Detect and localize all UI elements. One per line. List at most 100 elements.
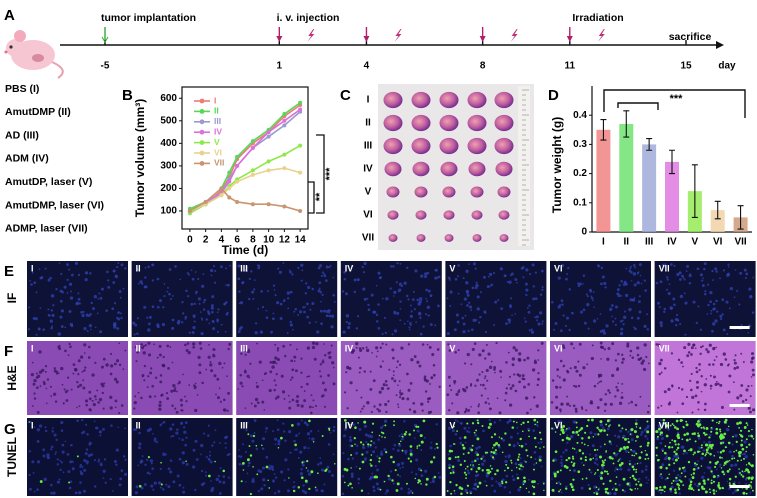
cell-dot	[580, 406, 584, 409]
cell-dot	[740, 352, 743, 355]
panel-label: F	[4, 343, 13, 360]
cell-dot	[751, 356, 755, 360]
tunel-dot	[676, 435, 679, 437]
cell-dot	[72, 372, 75, 375]
tunel-dot	[467, 451, 470, 455]
cell-dot	[611, 373, 615, 378]
cell-dot	[414, 269, 418, 273]
tunel-dot	[630, 428, 634, 431]
micrograph-background	[27, 341, 128, 415]
cell-dot	[564, 429, 567, 432]
cell-dot	[709, 300, 712, 304]
cell-dot	[734, 354, 737, 357]
tunel-dot	[559, 489, 562, 491]
cell-dot	[495, 480, 498, 483]
irradiation-bolt	[510, 29, 518, 42]
tunel-dot	[367, 443, 370, 446]
tunel-dot	[362, 443, 365, 446]
cell-dot	[424, 272, 428, 276]
cell-dot	[372, 441, 376, 445]
cell-dot	[456, 411, 460, 415]
cell-dot	[614, 305, 618, 309]
cell-dot	[68, 268, 71, 271]
tunel-dot	[658, 427, 661, 431]
tunel-dot	[592, 457, 594, 460]
cell-dot	[509, 435, 513, 439]
cell-dot	[668, 283, 671, 286]
cell-dot	[69, 480, 73, 484]
bar	[642, 144, 657, 232]
tunel-dot	[646, 420, 649, 423]
cell-dot	[190, 269, 193, 272]
tunel-dot	[519, 437, 522, 441]
cell-dot	[254, 322, 258, 325]
tunel-dot	[448, 449, 452, 453]
cell-dot	[308, 437, 311, 440]
cell-dot	[488, 365, 493, 370]
cell-dot	[527, 310, 531, 314]
cell-dot	[596, 463, 599, 466]
cell-dot	[158, 400, 162, 404]
cell-dot	[680, 388, 684, 391]
cell-dot	[691, 395, 695, 399]
cell-dot	[425, 288, 428, 292]
cell-dot	[219, 467, 222, 470]
cell-dot	[353, 278, 357, 282]
cell-dot	[299, 472, 304, 476]
cell-dot	[306, 302, 309, 306]
cell-dot	[524, 293, 527, 296]
tunel-dot	[413, 429, 416, 432]
cell-dot	[680, 361, 683, 364]
cell-dot	[301, 489, 305, 493]
cell-dot	[406, 397, 410, 401]
cell-dot	[136, 317, 139, 320]
cell-dot	[619, 331, 624, 336]
cell-dot	[416, 298, 420, 302]
tunel-dot	[256, 473, 259, 476]
cell-dot	[666, 276, 669, 279]
cell-dot	[523, 385, 526, 389]
cell-dot	[117, 317, 121, 321]
cell-dot	[176, 428, 179, 431]
cell-dot	[640, 430, 644, 434]
cell-dot	[269, 370, 273, 374]
cell-dot	[475, 281, 478, 284]
micrograph-label: III	[240, 263, 248, 273]
cell-dot	[505, 361, 508, 364]
cell-dot	[287, 307, 290, 310]
bar	[710, 210, 725, 232]
tunel-dot	[712, 475, 716, 479]
cell-dot	[122, 455, 126, 458]
cell-dot	[270, 465, 274, 469]
tunel-dot	[718, 420, 721, 423]
cell-dot	[42, 328, 46, 331]
cell-dot	[42, 448, 46, 452]
group-label: PBS (I)	[5, 83, 39, 95]
cell-dot	[534, 359, 537, 362]
cell-dot	[682, 277, 685, 280]
tunel-dot	[519, 464, 523, 467]
cell-dot	[161, 323, 166, 327]
tunel-dot	[603, 443, 606, 446]
injection-arrow-head	[479, 36, 486, 42]
cell-dot	[84, 366, 87, 369]
cell-dot	[105, 309, 109, 312]
cell-dot	[50, 309, 54, 312]
tunel-dot	[731, 457, 734, 460]
cell-dot	[99, 434, 102, 437]
tunel-dot	[553, 472, 557, 476]
tunel-dot	[357, 422, 359, 424]
cell-dot	[727, 263, 730, 266]
y-axis-label: Tumor volume (mm³)	[133, 99, 147, 217]
tunel-dot	[504, 432, 507, 435]
cell-dot	[618, 483, 621, 487]
cell-dot	[426, 305, 430, 309]
tunel-dot	[453, 489, 456, 492]
cell-dot	[212, 347, 216, 352]
cell-dot	[382, 383, 386, 387]
cell-dot	[467, 471, 471, 475]
cell-dot	[76, 385, 80, 389]
cell-dot	[274, 476, 278, 479]
cell-dot	[424, 313, 428, 316]
cell-dot	[473, 342, 477, 345]
